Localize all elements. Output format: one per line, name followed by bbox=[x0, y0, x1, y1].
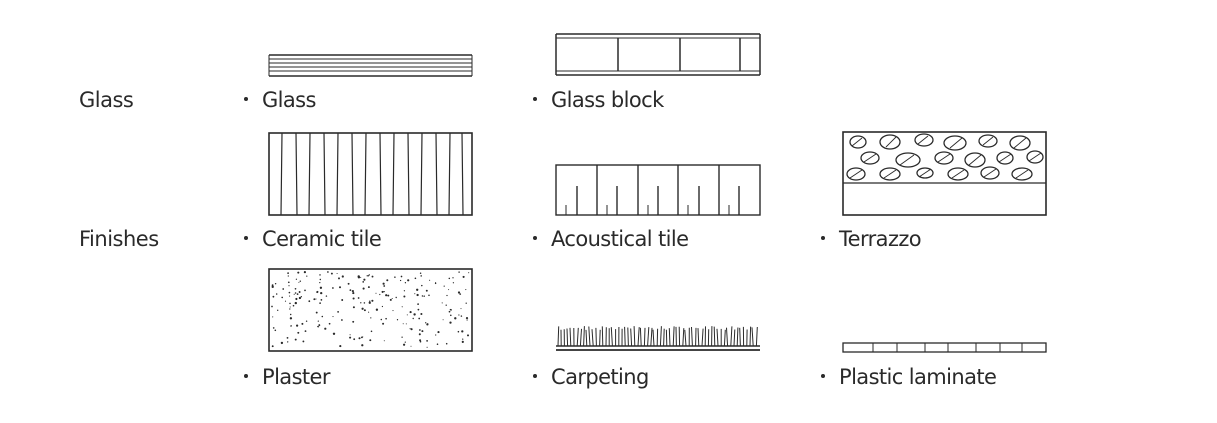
item-label-plaster: Plaster bbox=[244, 365, 331, 389]
item-label-ceramic-tile: Ceramic tile bbox=[244, 227, 382, 251]
item-label-terrazzo: Terrazzo bbox=[821, 227, 922, 251]
glass-block-symbol bbox=[555, 33, 761, 76]
item-label-plastic-laminate: Plastic laminate bbox=[821, 365, 997, 389]
bullet-icon bbox=[533, 236, 537, 240]
bullet-icon bbox=[533, 374, 537, 378]
plastic-laminate-symbol bbox=[842, 342, 1047, 353]
bullet-icon bbox=[821, 236, 825, 240]
category-label-finishes: Finishes bbox=[79, 227, 159, 251]
acoustical-tile-symbol bbox=[555, 164, 761, 216]
item-label-acoustical-tile: Acoustical tile bbox=[533, 227, 689, 251]
category-label-glass: Glass bbox=[79, 88, 134, 112]
bullet-icon bbox=[244, 374, 248, 378]
glass-symbol bbox=[268, 54, 473, 77]
item-label-carpeting: Carpeting bbox=[533, 365, 649, 389]
ceramic-tile-symbol bbox=[268, 132, 473, 216]
plaster-symbol bbox=[268, 268, 473, 352]
carpeting-symbol bbox=[556, 326, 760, 351]
bullet-icon bbox=[821, 374, 825, 378]
bullet-icon bbox=[533, 97, 537, 101]
carpet-fibers bbox=[557, 326, 758, 347]
plaster-stipple bbox=[271, 271, 470, 348]
item-label-glass-block: Glass block bbox=[533, 88, 664, 112]
terrazzo-symbol bbox=[842, 131, 1047, 216]
bullet-icon bbox=[244, 97, 248, 101]
item-label-glass: Glass bbox=[244, 88, 316, 112]
bullet-icon bbox=[244, 236, 248, 240]
